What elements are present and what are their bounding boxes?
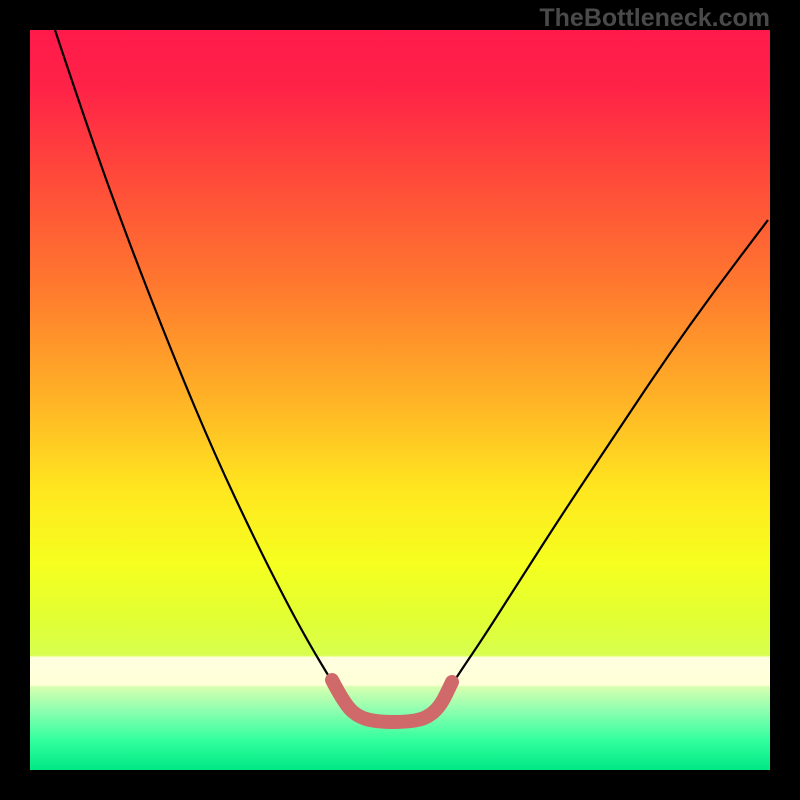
optimal-range-marker [332, 680, 452, 722]
watermark-text: TheBottleneck.com [539, 4, 770, 33]
left-curve [55, 30, 340, 695]
right-curve [445, 220, 768, 695]
bottleneck-chart [0, 0, 800, 800]
